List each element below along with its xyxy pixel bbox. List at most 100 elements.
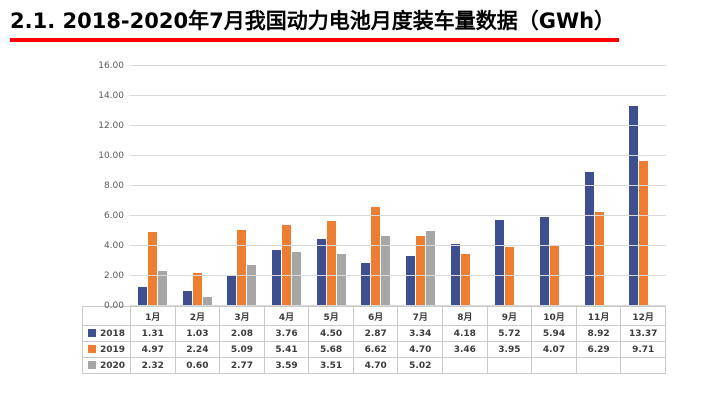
gridline <box>130 95 666 97</box>
value-cell-2018-5月: 4.50 <box>308 325 354 343</box>
bar-group-8月 <box>443 66 488 307</box>
value-cell-2019-1月: 4.97 <box>130 341 176 359</box>
bar-group-3月 <box>219 66 264 307</box>
gridline <box>130 275 666 277</box>
bar-2019-1月 <box>147 231 157 307</box>
series-row-2019: 2019 4.97 2.24 5.09 5.41 5.68 6.62 4.70 3.46 3.95… <box>82 341 666 359</box>
value-cell-2019-4月: 5.41 <box>263 341 310 359</box>
gridline <box>130 155 666 157</box>
bar-group-7月 <box>398 66 443 307</box>
bar-2018-4月 <box>271 249 281 307</box>
x-axis-label: 9月 <box>486 306 533 327</box>
y-axis-label: 14.00 <box>98 91 124 102</box>
bar-2019-2月 <box>192 272 202 307</box>
bar-2020-4月 <box>291 252 301 307</box>
bar-group-12月 <box>621 66 666 307</box>
y-axis-label: 12.00 <box>98 121 124 132</box>
bar-group-4月 <box>264 66 309 307</box>
value-cell-2020-4月: 3.59 <box>263 357 310 375</box>
x-axis-label: 10月 <box>531 306 577 327</box>
legend-label: 2018 <box>100 329 126 340</box>
value-cell-2018-7月: 3.34 <box>397 325 444 343</box>
value-cell-2018-4月: 3.76 <box>263 325 310 343</box>
value-cell-2018-1月: 1.31 <box>130 325 176 343</box>
legend-label: 2020 <box>100 361 126 372</box>
bar-2019-12月 <box>639 160 649 307</box>
y-axis-label: 2.00 <box>103 271 124 282</box>
chart-data-table: 1月 2月 3月 4月 5月 6月 7月 8月 9月 10月 11月 12月 2018 1.31 1.03 2… <box>82 306 666 375</box>
series-row-2018: 2018 1.31 1.03 2.08 3.76 4.50 2.87 3.34 4.18 5.72… <box>82 325 666 343</box>
value-cell-2019-7月: 4.70 <box>397 341 444 359</box>
value-cell-2019-3月: 5.09 <box>219 341 265 359</box>
bar-2020-2月 <box>202 297 212 307</box>
y-axis-label: 16.00 <box>98 61 124 72</box>
legend-label: 2019 <box>100 345 126 356</box>
x-axis-label: 7月 <box>397 306 444 327</box>
y-axis-label: 4.00 <box>103 241 124 252</box>
value-cell-2018-2月: 1.03 <box>174 325 221 343</box>
value-cell-2020-7月: 5.02 <box>397 357 444 375</box>
gridline <box>130 305 666 307</box>
bar-2018-11月 <box>584 172 594 307</box>
gridline <box>130 185 666 187</box>
legend-swatch-2019 <box>88 345 96 354</box>
gridline <box>130 215 666 217</box>
value-cell-2018-11月: 8.92 <box>575 325 622 343</box>
y-axis-label: 6.00 <box>103 211 124 222</box>
bar-group-9月 <box>487 66 532 307</box>
bar-group-1月 <box>130 66 175 307</box>
bar-group-6月 <box>353 66 398 307</box>
bar-chart: 0.00 2.00 4.00 6.00 8.00 10.00 12.00 14.00 16.00… <box>82 61 666 375</box>
value-cell-2020-3月: 2.77 <box>219 357 265 375</box>
value-cell-2019-12月: 9.71 <box>620 341 666 359</box>
value-cell-2020-1月: 2.32 <box>130 357 176 375</box>
bar-2018-10月 <box>539 217 549 307</box>
value-cell-2019-10月: 4.07 <box>531 341 577 359</box>
gridline <box>130 65 666 67</box>
value-cell-2019-9月: 3.95 <box>486 341 533 359</box>
bar-2018-6月 <box>361 263 371 307</box>
y-axis-label: 0.00 <box>103 301 124 312</box>
month-header-row: 1月 2月 3月 4月 5月 6月 7月 8月 9月 10月 11月 12月 <box>82 306 666 327</box>
bar-2019-11月 <box>594 211 604 307</box>
x-axis-label: 12月 <box>620 306 666 327</box>
bar-2018-9月 <box>495 220 505 307</box>
bar-groups <box>130 66 666 307</box>
y-axis-label: 8.00 <box>103 181 124 192</box>
series-row-2020: 2020 2.32 0.60 2.77 3.59 3.51 4.70 5.02 <box>82 357 666 375</box>
bar-2019-5月 <box>326 221 336 307</box>
bar-2018-12月 <box>629 105 639 307</box>
page-title: 2.1. 2018-2020年7月我国动力电池月度装车量数据（GWh） <box>10 8 620 43</box>
value-cell-2020-11月 <box>575 357 622 375</box>
bar-group-5月 <box>309 66 354 307</box>
x-axis-label: 2月 <box>174 306 221 327</box>
bar-2019-7月 <box>415 235 425 307</box>
bar-2020-6月 <box>381 235 391 307</box>
x-axis-label: 5月 <box>308 306 354 327</box>
bar-group-2月 <box>175 66 220 307</box>
value-cell-2020-12月 <box>620 357 666 375</box>
bar-2018-2月 <box>182 290 192 307</box>
value-cell-2018-8月: 4.18 <box>442 325 488 343</box>
bar-2019-6月 <box>371 206 381 307</box>
legend-swatch-2018 <box>88 329 96 338</box>
bar-group-11月 <box>577 66 622 307</box>
bar-2020-3月 <box>247 264 257 307</box>
value-cell-2020-10月 <box>531 357 577 375</box>
value-cell-2020-6月: 4.70 <box>352 357 399 375</box>
value-cell-2020-9月 <box>486 357 533 375</box>
bar-2018-7月 <box>405 256 415 307</box>
bar-2018-5月 <box>316 238 326 307</box>
bar-2019-4月 <box>281 225 291 307</box>
value-cell-2018-12月: 13.37 <box>620 325 666 343</box>
bar-2019-3月 <box>237 229 247 307</box>
value-cell-2020-8月 <box>442 357 488 375</box>
gridline <box>130 245 666 247</box>
bar-2018-1月 <box>137 286 147 307</box>
legend-swatch-2020 <box>88 361 96 370</box>
plot-area: 0.00 2.00 4.00 6.00 8.00 10.00 12.00 14.00 16.00 <box>98 61 666 311</box>
value-cell-2018-10月: 5.94 <box>531 325 577 343</box>
bar-2020-1月 <box>157 271 167 307</box>
value-cell-2019-8月: 3.46 <box>442 341 488 359</box>
gridline <box>130 125 666 127</box>
